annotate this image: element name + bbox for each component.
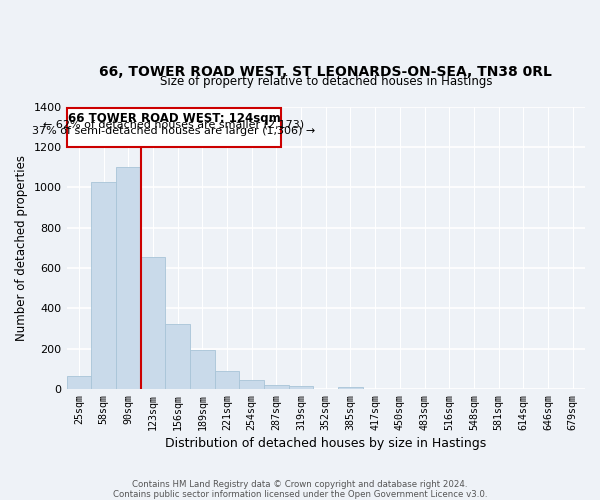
- Bar: [165, 324, 190, 389]
- Bar: [289, 386, 313, 389]
- Y-axis label: Number of detached properties: Number of detached properties: [15, 155, 28, 341]
- Text: Contains public sector information licensed under the Open Government Licence v3: Contains public sector information licen…: [113, 490, 487, 499]
- Bar: [338, 387, 363, 389]
- Bar: [116, 167, 140, 389]
- Text: Contains HM Land Registry data © Crown copyright and database right 2024.: Contains HM Land Registry data © Crown c…: [132, 480, 468, 489]
- Text: 37% of semi-detached houses are larger (1,306) →: 37% of semi-detached houses are larger (…: [32, 126, 316, 136]
- FancyBboxPatch shape: [67, 108, 281, 148]
- Text: Size of property relative to detached houses in Hastings: Size of property relative to detached ho…: [160, 75, 492, 88]
- Bar: [264, 385, 289, 389]
- Bar: [239, 380, 264, 389]
- Title: 66, TOWER ROAD WEST, ST LEONARDS-ON-SEA, TN38 0RL: 66, TOWER ROAD WEST, ST LEONARDS-ON-SEA,…: [100, 65, 552, 79]
- Bar: [140, 257, 165, 389]
- Text: ← 62% of detached houses are smaller (2,173): ← 62% of detached houses are smaller (2,…: [43, 119, 304, 129]
- X-axis label: Distribution of detached houses by size in Hastings: Distribution of detached houses by size …: [165, 437, 487, 450]
- Bar: [215, 372, 239, 389]
- Bar: [190, 350, 215, 389]
- Bar: [67, 376, 91, 389]
- Bar: [91, 182, 116, 389]
- Text: 66 TOWER ROAD WEST: 124sqm: 66 TOWER ROAD WEST: 124sqm: [68, 112, 280, 126]
